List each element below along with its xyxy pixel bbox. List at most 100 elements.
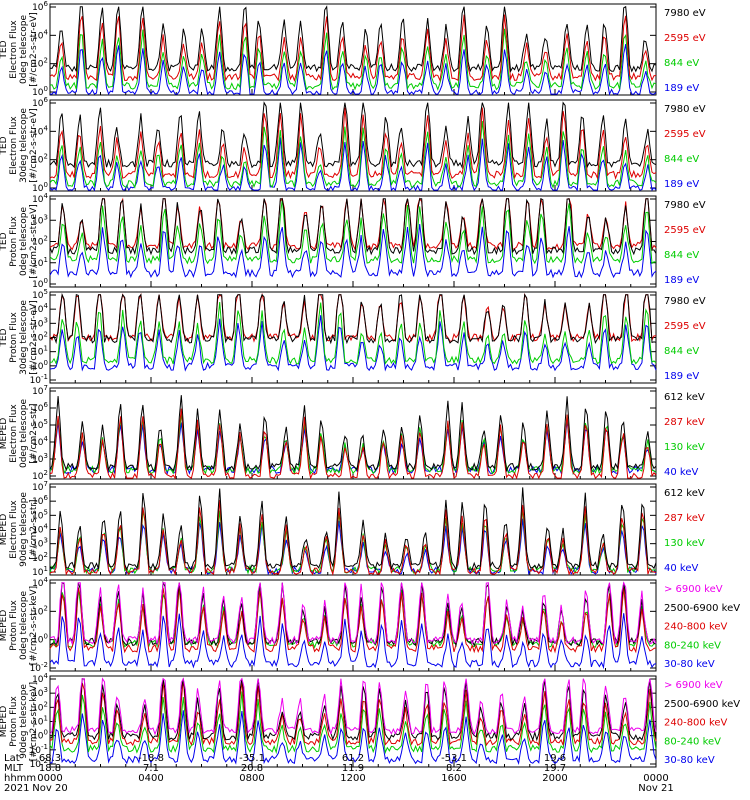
series-trace [50, 44, 657, 96]
x-tick-label: 19.7 [544, 763, 566, 774]
legend-entry: 130 keV [664, 538, 705, 549]
legend-entry: 7980 eV [664, 8, 706, 19]
panel-2: TED Electron Flux 30deg telescope [#/cm2-s-… [0, 99, 706, 192]
y-axis-label: TED [0, 136, 9, 155]
x-tick-label: 0800 [239, 773, 264, 784]
y-tick-label: 100 [32, 729, 48, 742]
y-tick-label: 10-2 [30, 757, 48, 770]
y-axis-label: 0deg telescope [19, 207, 29, 277]
x-tick-label: 2000 [542, 773, 567, 784]
legend-entry: > 6900 keV [664, 584, 723, 595]
y-axis-label: [#/cm2-s-str-eV] [29, 204, 39, 279]
series-trace [49, 137, 657, 192]
series-trace [49, 292, 657, 345]
panel-6: MEPED Electron Flux 90deg telescope [#/cm2-… [0, 483, 705, 576]
legend-entry: 2595 eV [664, 225, 706, 236]
y-axis-label: Proton Flux [9, 696, 19, 747]
x-tick-label: 0400 [138, 773, 163, 784]
legend-entry: 30-80 keV [664, 659, 715, 670]
y-axis-label: Proton Flux [9, 600, 19, 651]
x-tick-label: 0000 [643, 773, 668, 784]
y-axis-label: TED [0, 328, 9, 347]
legend-entry: 844 eV [664, 154, 699, 165]
y-tick-label: 102 [32, 469, 48, 482]
y-tick-label: 104 [32, 28, 48, 41]
y-axis-label: [#/cm2-s-str-keV] [29, 682, 39, 761]
y-tick-label: 103 [32, 537, 48, 550]
y-tick-label: 106 [32, 0, 48, 13]
y-axis-label: 0deg telescope [19, 399, 29, 469]
series-trace [49, 101, 657, 170]
series-trace [49, 5, 657, 74]
y-axis-label: [#/cm2-s-str-eV] [29, 12, 39, 87]
y-axis-label: TED [0, 40, 9, 59]
series-trace [49, 224, 657, 279]
panel-1: TED Electron Flux 0deg telescope [#/cm2-s-s… [0, 3, 706, 96]
x-tick-label: 1600 [441, 773, 466, 784]
legend-entry: 844 eV [664, 58, 699, 69]
series-trace [49, 14, 657, 83]
y-tick-label: 106 [32, 401, 48, 414]
panel-8: MEPED Proton Flux 90deg telescope [#/cm2-s-… [0, 675, 740, 768]
legend-entry: 40 keV [664, 563, 698, 574]
legend-entry: 7980 eV [664, 104, 706, 115]
y-tick-label: 102 [32, 235, 48, 248]
series-trace [49, 315, 657, 372]
y-tick-label: 100 [32, 85, 48, 98]
y-tick-label: 102 [32, 57, 48, 70]
x-tick-label: 18.8 [39, 763, 61, 774]
y-tick-label: 103 [32, 213, 48, 226]
y-axis-label: 30deg telescope [19, 108, 29, 183]
y-axis-label: Electron Flux [9, 116, 19, 175]
legend-entry: 189 eV [664, 275, 699, 286]
y-axis-label: MEPED [0, 514, 9, 546]
y-tick-label: 101 [32, 256, 48, 269]
y-axis-label: Electron Flux [9, 500, 19, 559]
series-trace [49, 292, 656, 343]
y-tick-label: 10-1 [30, 373, 48, 386]
series-trace [49, 582, 657, 654]
y-tick-label: 100 [32, 633, 48, 646]
y-axis-label: MEPED [0, 706, 9, 738]
y-axis-label: Electron Flux [9, 20, 19, 79]
y-tick-label: 102 [32, 700, 48, 713]
y-tick-label: 10-2 [30, 661, 48, 674]
y-tick-label: 101 [32, 345, 48, 358]
x-tick-label: Nov 21 [638, 783, 673, 794]
y-tick-label: 104 [32, 523, 48, 536]
y-axis-label: 0deg telescope [19, 15, 29, 85]
y-tick-label: 102 [32, 153, 48, 166]
y-axis-label: TED [0, 232, 9, 251]
x-tick-label: 8.2 [446, 763, 462, 774]
y-tick-label: 104 [32, 124, 48, 137]
y-axis-label: MEPED [0, 610, 9, 642]
y-tick-label: 102 [32, 551, 48, 564]
legend-entry: 240-800 keV [664, 718, 728, 729]
y-tick-label: 101 [32, 565, 48, 578]
y-tick-label: 105 [32, 288, 48, 301]
x-axis-row-label: MLT [4, 763, 24, 774]
y-axis-label: MEPED [0, 418, 9, 450]
y-tick-label: 103 [32, 316, 48, 329]
y-axis-label: [#/cm2-s-str-keV] [29, 586, 39, 665]
series-trace [49, 678, 657, 742]
series-trace [49, 499, 657, 576]
y-axis-label: [#/cm2-s-str-eV] [29, 300, 39, 375]
x-tick-label: 68.3 [39, 753, 61, 764]
x-tick-label: 0000 [37, 773, 62, 784]
legend-entry: 130 keV [664, 442, 705, 453]
series-trace [49, 408, 657, 480]
y-tick-label: 100 [32, 181, 48, 194]
y-tick-label: 106 [32, 494, 48, 507]
legend-entry: 240-800 keV [664, 622, 728, 633]
x-tick-label: -35.1 [239, 753, 265, 764]
legend-entry: 612 keV [664, 488, 705, 499]
x-tick-label: 61.2 [342, 753, 364, 764]
x-axis-row-label: 2021 [4, 783, 29, 794]
y-tick-label: 102 [32, 331, 48, 344]
x-tick-label: 20.8 [241, 763, 263, 774]
y-tick-label: 100 [32, 359, 48, 372]
x-axis-row-label: hhmm [4, 773, 36, 784]
legend-entry: 189 eV [664, 83, 699, 94]
